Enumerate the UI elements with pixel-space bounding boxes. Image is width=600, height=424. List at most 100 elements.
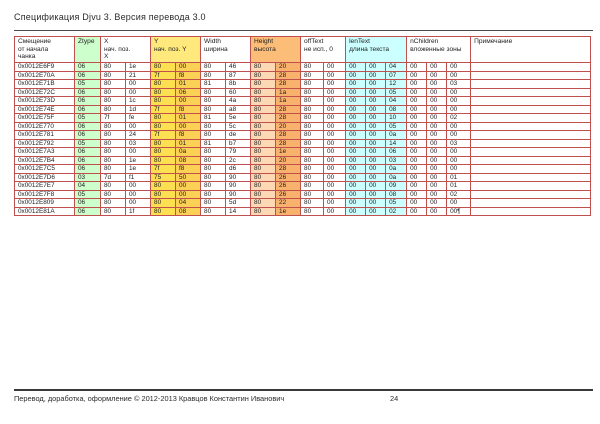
cell: 00 [365,121,387,131]
cell: 00 [426,155,448,165]
cell: 0x0012E770 [14,121,75,131]
table-row: 0x0012E71B 05 80 00 80 01 81 8b 80 28 80 00 00 00 12 00… [14,79,591,89]
cell: 00 [345,206,367,216]
cell: 03 [446,79,472,89]
cell: 0x0012E792 [14,138,75,148]
cell: 06 [385,147,408,157]
table-row: 0x0012E7F8 05 80 00 80 00 80 90 80 26 80 00 00 00 08 00… [14,189,591,199]
cell: 80 [300,104,325,114]
cell: 80 [100,164,126,174]
cell: 05 [385,198,408,208]
cell: 1e [275,147,302,157]
column-header-6: offText не исп., 0 [300,36,347,63]
cell: 05 [74,189,101,199]
table-row: 0x0012E7E7 04 80 00 80 00 80 90 80 26 80 00 00 00 09 00… [14,181,591,191]
cell: 05 [385,121,408,131]
cell: 00 [446,96,472,106]
cell: 26 [275,172,302,182]
header-row: Смещение от начала чанка Ztype X нач. поз.… [14,36,591,63]
cell: 00 [345,121,367,131]
cell: 00 [345,130,367,140]
cell: 00 [406,130,428,140]
cell: 80 [250,206,277,216]
cell: 8b [225,79,252,89]
cell: 80 [200,104,227,114]
cell: 00 [446,164,472,174]
cell: 80 [200,181,227,191]
cell: 80 [250,155,277,165]
cell: 20 [275,121,302,131]
cell: 00 [446,130,472,140]
cell: 7f [150,130,177,140]
cell: 08 [385,104,408,114]
cell: 00 [345,164,367,174]
cell: 80 [100,189,126,199]
cell: f1 [124,172,152,182]
cell: 28 [275,79,302,89]
cell: 00 [345,62,367,72]
cell: 05 [74,79,101,89]
cell: 1f [124,206,152,216]
cell: 03 [74,172,101,182]
table-body: 0x0012E6F9 06 80 1e 80 00 80 46 80 20 80 00 00 00 04 00… [14,62,591,216]
cell: 00 [426,189,448,199]
cell: 00 [345,87,367,97]
cell: 21 [124,70,152,80]
cell [470,206,591,216]
cell: 00 [124,181,152,191]
cell: 1e [124,62,152,72]
cell: 7d [100,172,126,182]
cell: 00 [365,96,387,106]
cell: 00 [406,181,428,191]
cell: 1c [124,96,152,106]
cell: 00 [426,79,448,89]
cell: fe [124,113,152,123]
cell: 28 [275,113,302,123]
table-row: 0x0012E781 06 80 24 7f f8 80 de 80 28 80 00 00 00 0a 00… [14,130,591,140]
cell: 00 [175,62,202,72]
cell [470,79,591,89]
cell: 90 [225,189,252,199]
cell [470,121,591,131]
cell: 03 [124,138,152,148]
cell: 80 [300,79,325,89]
cell: 00 [345,147,367,157]
cell: 0x0012E7A3 [14,147,75,157]
cell: 80 [250,96,277,106]
cell: 00 [406,96,428,106]
column-header-0: Смещение от начала чанка [14,36,75,63]
cell: 00 [406,70,428,80]
cell: 00 [124,79,152,89]
cell: f8 [175,104,202,114]
cell: 80 [100,96,126,106]
cell: 80 [150,189,177,199]
column-header-7: lenText длина текста [345,36,408,63]
cell: 20 [275,62,302,72]
cell: 80 [300,155,325,165]
table-row: 0x0012E74E 06 80 1d 7f f8 80 a8 80 28 80 00 00 00 08 00… [14,104,591,114]
cell: 00 [323,189,347,199]
cell: 00 [365,70,387,80]
cell: 00 [426,70,448,80]
table-row: 0x0012E770 06 80 00 80 00 80 5c 80 20 80 00 00 00 05 00… [14,121,591,131]
cell: 00 [365,79,387,89]
cell: 00 [365,87,387,97]
cell: 00 [406,113,428,123]
cell: 0x0012E7D6 [14,172,75,182]
cell: f8 [175,70,202,80]
cell: 00 [365,138,387,148]
cell: 28 [275,70,302,80]
cell: 00¶ [446,206,472,216]
cell: 00 [323,121,347,131]
cell: 80 [200,206,227,216]
cell: 0a [385,172,408,182]
cell: 5d [225,198,252,208]
cell: 00 [345,113,367,123]
cell: 80 [250,147,277,157]
cell: 00 [175,181,202,191]
title-rule [14,30,593,31]
cell: 00 [124,87,152,97]
cell: 80 [250,172,277,182]
cell: 00 [124,147,152,157]
table-row: 0x0012E6F9 06 80 1e 80 00 80 46 80 20 80 00 00 00 04 00… [14,62,591,72]
